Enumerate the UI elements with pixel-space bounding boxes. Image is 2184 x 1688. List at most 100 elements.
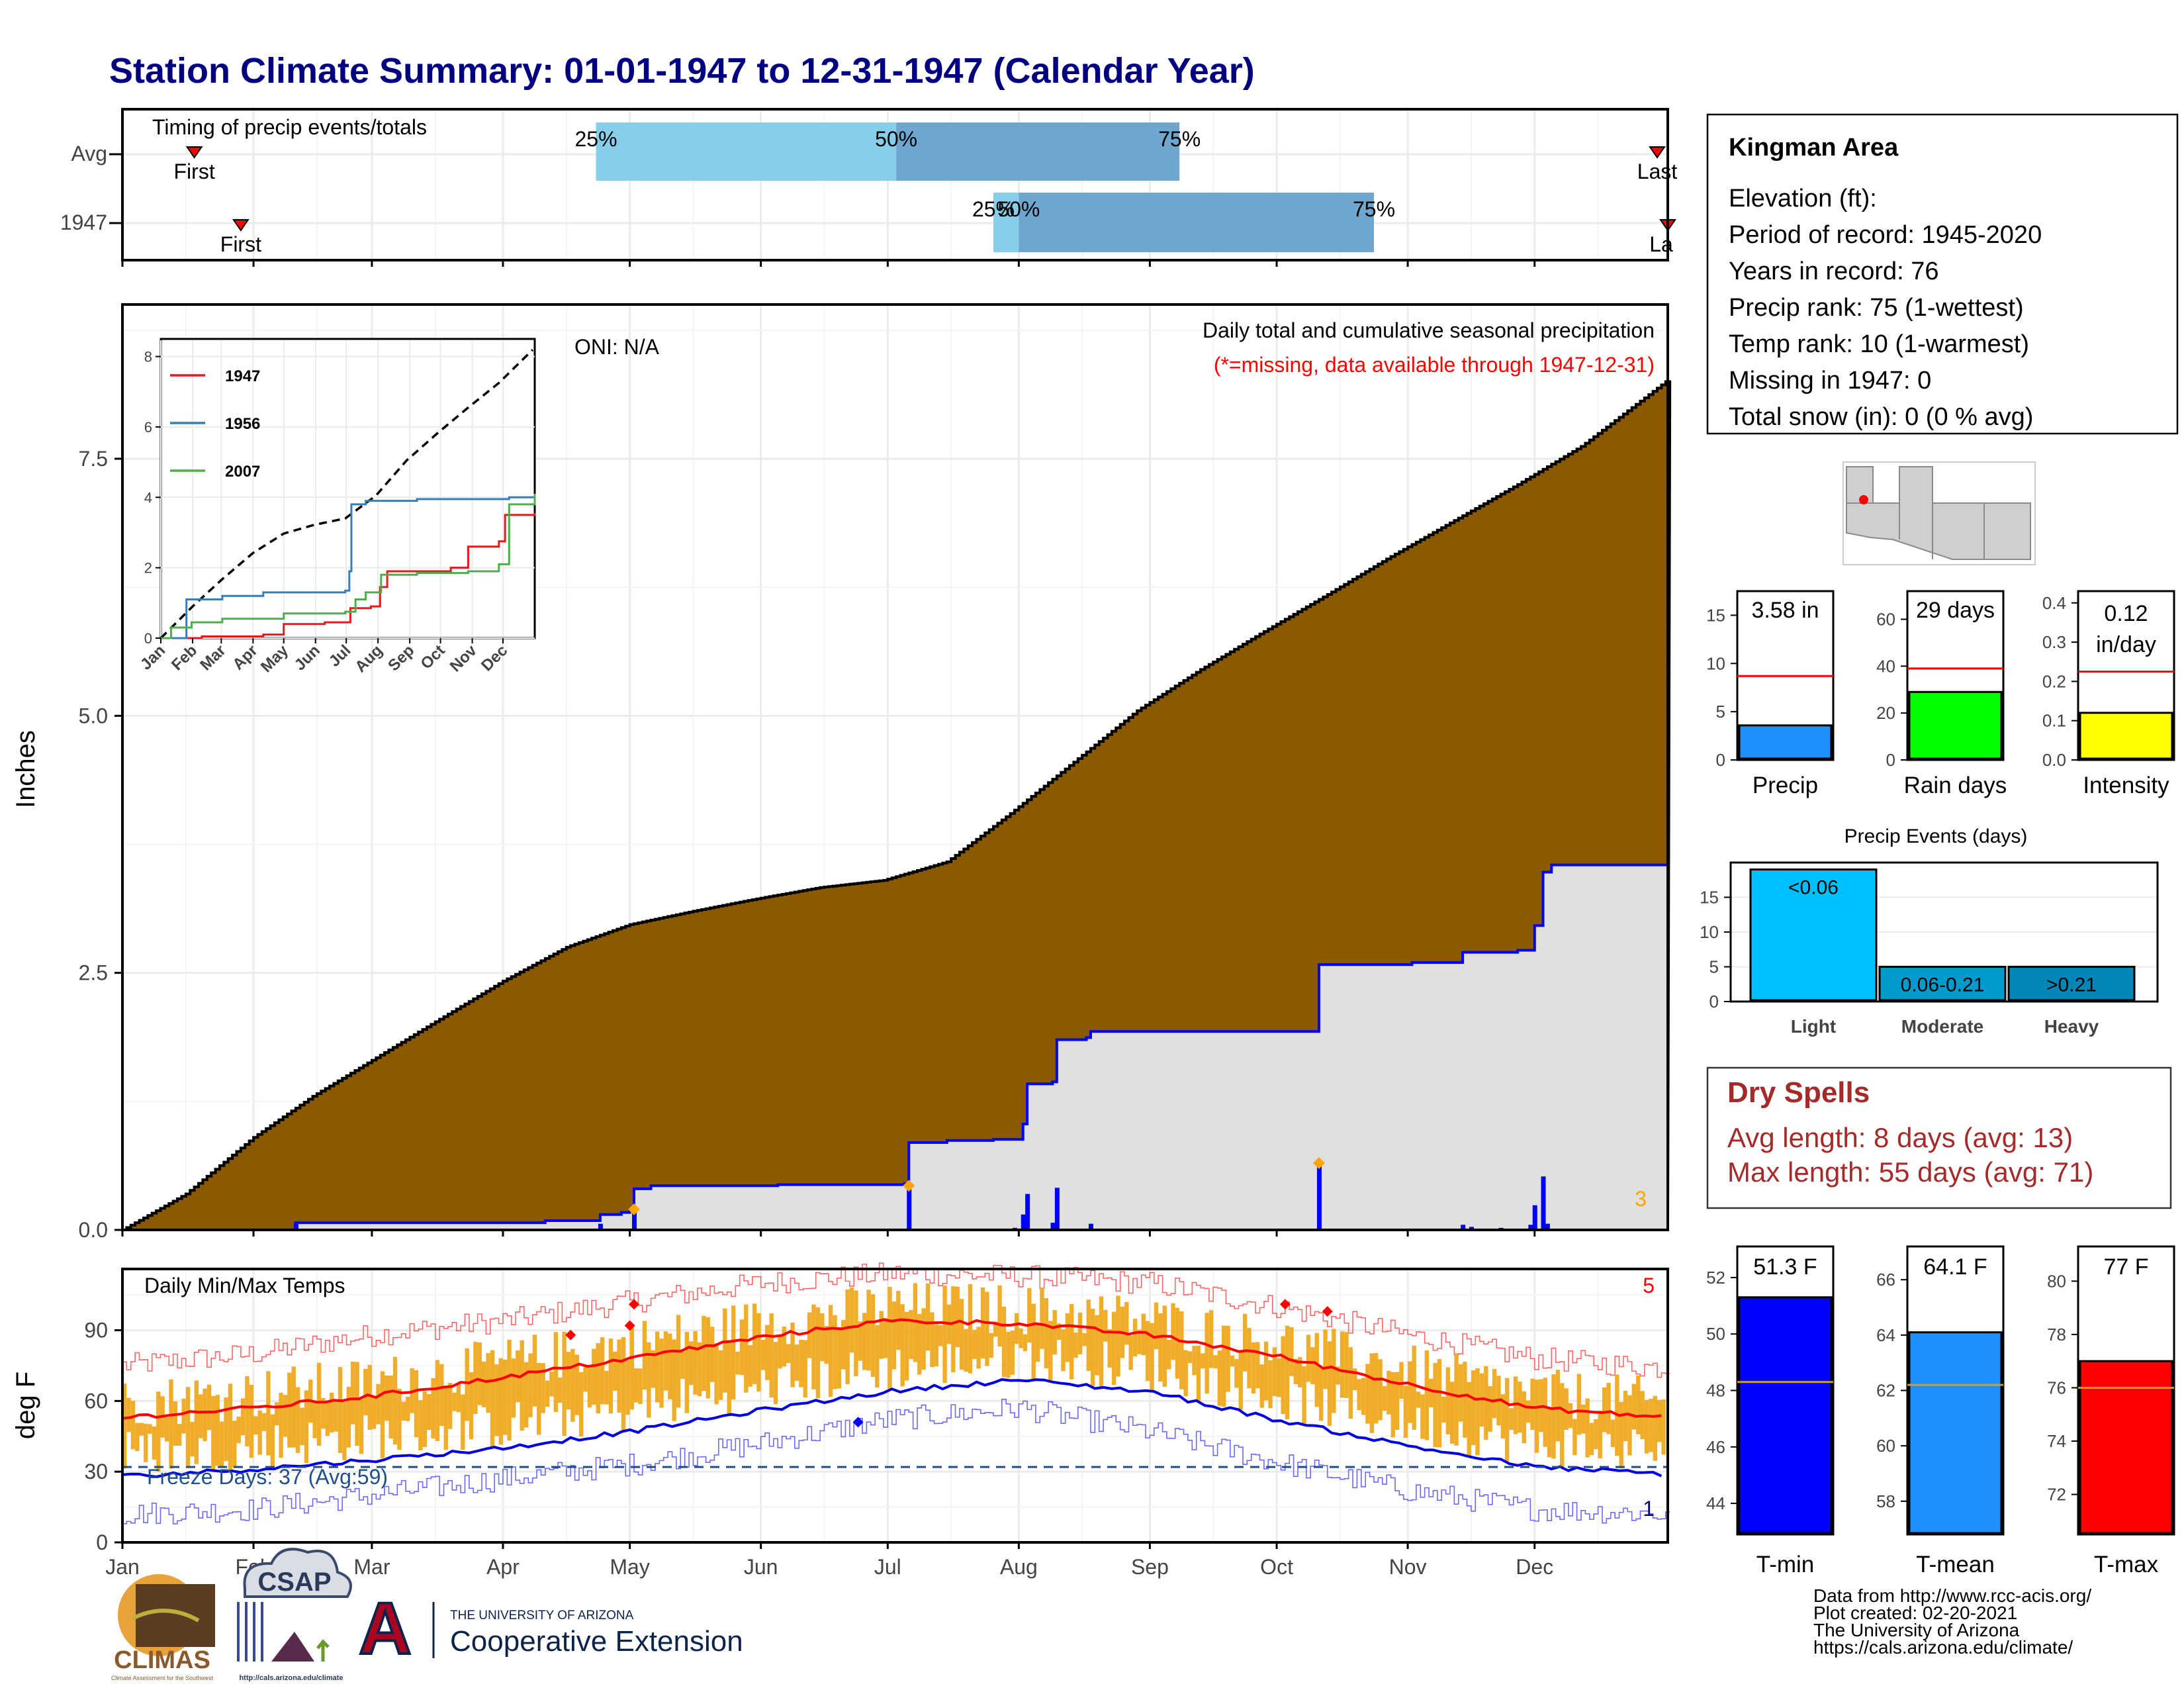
daily-temp-bar [651, 1350, 655, 1388]
events-bar-label: <0.06 [1788, 877, 1839, 899]
daily-temp-bar [659, 1338, 664, 1408]
daily-temp-bar [1344, 1332, 1349, 1398]
climas-logo-text: CLIMAS [114, 1646, 210, 1674]
daily-temp-bar [266, 1371, 271, 1456]
daily-temp-bar [185, 1387, 191, 1467]
precip-y-tick-label: 7.5 [79, 447, 108, 471]
daily-temp-bar [148, 1424, 152, 1434]
daily-temp-bar [152, 1426, 157, 1460]
daily-temp-bar [955, 1286, 960, 1348]
daily-temp-bar [976, 1327, 981, 1369]
daily-temp-bar [790, 1322, 795, 1387]
daily-temp-bar [1631, 1383, 1637, 1430]
mini-bar-tick-label: 0 [1716, 750, 1725, 770]
daily-temp-bar [1095, 1315, 1099, 1376]
daily-temp-bar [1031, 1303, 1036, 1381]
daily-temp-bar [1627, 1395, 1632, 1456]
daily-temp-bar [1040, 1288, 1044, 1349]
timing-bar-50-75 [1019, 193, 1374, 252]
csap-logo-text: CSAP [257, 1568, 331, 1597]
mini-bar-precip [1738, 724, 1833, 760]
daily-temp-bar [520, 1340, 524, 1431]
timing-pct-label: 75% [1158, 127, 1201, 151]
inset-y-tick-label: 0 [144, 630, 152, 647]
daily-precip-bar [1532, 1205, 1537, 1230]
daily-temp-bar [1023, 1334, 1028, 1352]
inset-frame [159, 338, 536, 639]
month-label: Apr [486, 1555, 520, 1579]
daily-temp-bar [629, 1327, 635, 1410]
temp-bar-label: T-max [2094, 1552, 2159, 1577]
daily-temp-bar [1146, 1321, 1150, 1382]
daily-temp-bar [1353, 1368, 1357, 1391]
daily-temp-bar [414, 1370, 419, 1438]
daily-temp-bar [1560, 1383, 1565, 1468]
daily-temp-bar [985, 1291, 989, 1366]
daily-temp-bar [714, 1343, 719, 1405]
mini-bar-value: 3.58 in [1751, 598, 1819, 623]
daily-temp-bar [634, 1368, 639, 1403]
temp-y-tick-label: 0 [96, 1530, 108, 1554]
month-label: May [610, 1555, 649, 1579]
ua-cooperative-extension-logo: A THE UNIVERSITY OF ARIZONA Cooperative … [357, 1587, 743, 1671]
daily-temp-bar [367, 1364, 372, 1430]
daily-temp-bar [1192, 1346, 1197, 1376]
daily-temp-bar [989, 1333, 994, 1358]
daily-temp-bar [541, 1363, 545, 1413]
daily-temp-bar [1285, 1325, 1290, 1420]
daily-precip-bar [907, 1188, 912, 1230]
daily-temp-bar [744, 1304, 749, 1393]
month-label: Mar [353, 1555, 390, 1579]
daily-temp-bar [532, 1335, 537, 1407]
daily-temp-bar [1445, 1367, 1450, 1434]
daily-temp-bar [511, 1358, 516, 1418]
daily-temp-bar [1454, 1353, 1459, 1446]
daily-temp-bar [295, 1387, 300, 1453]
temp-bar-t-mean [1908, 1331, 2003, 1534]
timing-bar-50-75 [896, 122, 1180, 181]
daily-temp-bar [811, 1304, 816, 1389]
mini-bar-rain-days [1908, 690, 2003, 760]
daily-temp-bar [1128, 1335, 1133, 1370]
events-bar-label: >0.21 [2046, 974, 2097, 996]
daily-temp-bar [523, 1362, 529, 1428]
timing-panel-frame [121, 108, 1669, 261]
csap-logo-rain [237, 1602, 263, 1662]
daily-temp-bar [930, 1312, 934, 1368]
daily-temp-bar [1230, 1355, 1235, 1367]
daily-temp-bar [621, 1336, 626, 1430]
inset-series-2007 [161, 493, 536, 639]
daily-temp-bar [279, 1392, 283, 1458]
credit-line-url: https://cals.arizona.edu/climate/ [1813, 1637, 2073, 1658]
daily-temp-bar [934, 1324, 938, 1367]
inset-series [159, 349, 536, 639]
timing-bar-25-50 [596, 122, 897, 181]
daily-temp-bar [756, 1313, 761, 1392]
record-high-marker [565, 1329, 576, 1340]
legend-label-1947: 1947 [225, 367, 260, 385]
csap-logo-url: http://cals.arizona.edu/climate [239, 1674, 343, 1682]
daily-temp-bar [820, 1313, 825, 1362]
station-detail-line: Elevation (ft): [1729, 185, 1877, 212]
daily-temp-bar [447, 1383, 453, 1429]
daily-temp-bar [1162, 1305, 1167, 1387]
daily-temp-bar [249, 1384, 254, 1458]
temp-bar-tick-label: 44 [1706, 1493, 1725, 1513]
daily-temp-bar [1073, 1332, 1078, 1358]
daily-temp-bar [1412, 1345, 1416, 1430]
daily-temp-bar [397, 1389, 402, 1450]
daily-temp-bar [1044, 1298, 1049, 1369]
events-tick-label: 15 [1700, 888, 1719, 908]
daily-precip-bar [1088, 1223, 1093, 1230]
daily-temp-bar [1653, 1395, 1658, 1461]
legend-label-1956: 1956 [225, 415, 260, 433]
daily-temp-bar [1525, 1400, 1531, 1423]
events-tick-label: 10 [1700, 922, 1719, 942]
daily-temp-bar [1471, 1370, 1476, 1446]
daily-temp-bar [316, 1362, 322, 1446]
daily-temp-bar [1158, 1313, 1163, 1382]
credit-line-university: The University of Arizona [1813, 1620, 2020, 1640]
daily-temp-bar [837, 1327, 842, 1389]
daily-temp-bar [710, 1327, 715, 1382]
daily-temp-bar [537, 1362, 541, 1435]
